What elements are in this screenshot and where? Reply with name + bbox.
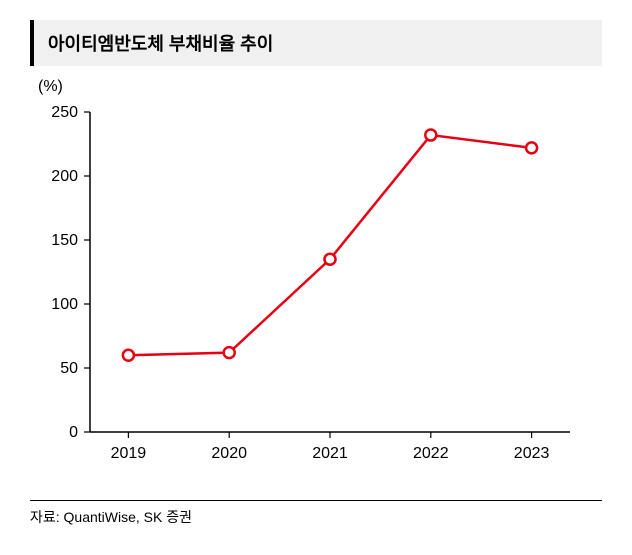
y-tick-label: 250 xyxy=(51,104,78,121)
x-tick-label: 2020 xyxy=(211,445,247,462)
footer-divider xyxy=(30,500,602,501)
x-tick-label: 2019 xyxy=(111,445,147,462)
data-line xyxy=(128,135,531,355)
line-chart-svg: 0 50 100 150 200 250 2019 2020 2021 2022 2023 xyxy=(30,102,590,492)
chart-title: 아이티엠반도체 부채비율 추이 xyxy=(48,34,273,54)
y-tick-label: 150 xyxy=(51,232,78,249)
chart-title-bar: 아이티엠반도체 부채비율 추이 xyxy=(30,20,602,66)
y-tick-label: 200 xyxy=(51,168,78,185)
y-tick-label: 50 xyxy=(60,360,78,377)
chart-area: 0 50 100 150 200 250 2019 2020 2021 2022 2023 xyxy=(30,102,590,492)
y-tick-label: 0 xyxy=(69,424,78,441)
y-axis-unit: (%) xyxy=(38,78,602,96)
x-tick-label: 2022 xyxy=(413,445,449,462)
chart-container: 아이티엠반도체 부채비율 추이 (%) 0 50 100 150 200 250 2019 2… xyxy=(0,0,632,547)
data-marker xyxy=(425,130,436,141)
data-marker xyxy=(224,347,235,358)
data-marker xyxy=(123,350,134,361)
y-tick-label: 100 xyxy=(51,296,78,313)
data-marker xyxy=(325,254,336,265)
data-marker xyxy=(526,142,537,153)
x-tick-label: 2023 xyxy=(514,445,550,462)
x-tick-label: 2021 xyxy=(312,445,348,462)
chart-source: 자료: QuantiWise, SK 증권 xyxy=(30,507,602,527)
